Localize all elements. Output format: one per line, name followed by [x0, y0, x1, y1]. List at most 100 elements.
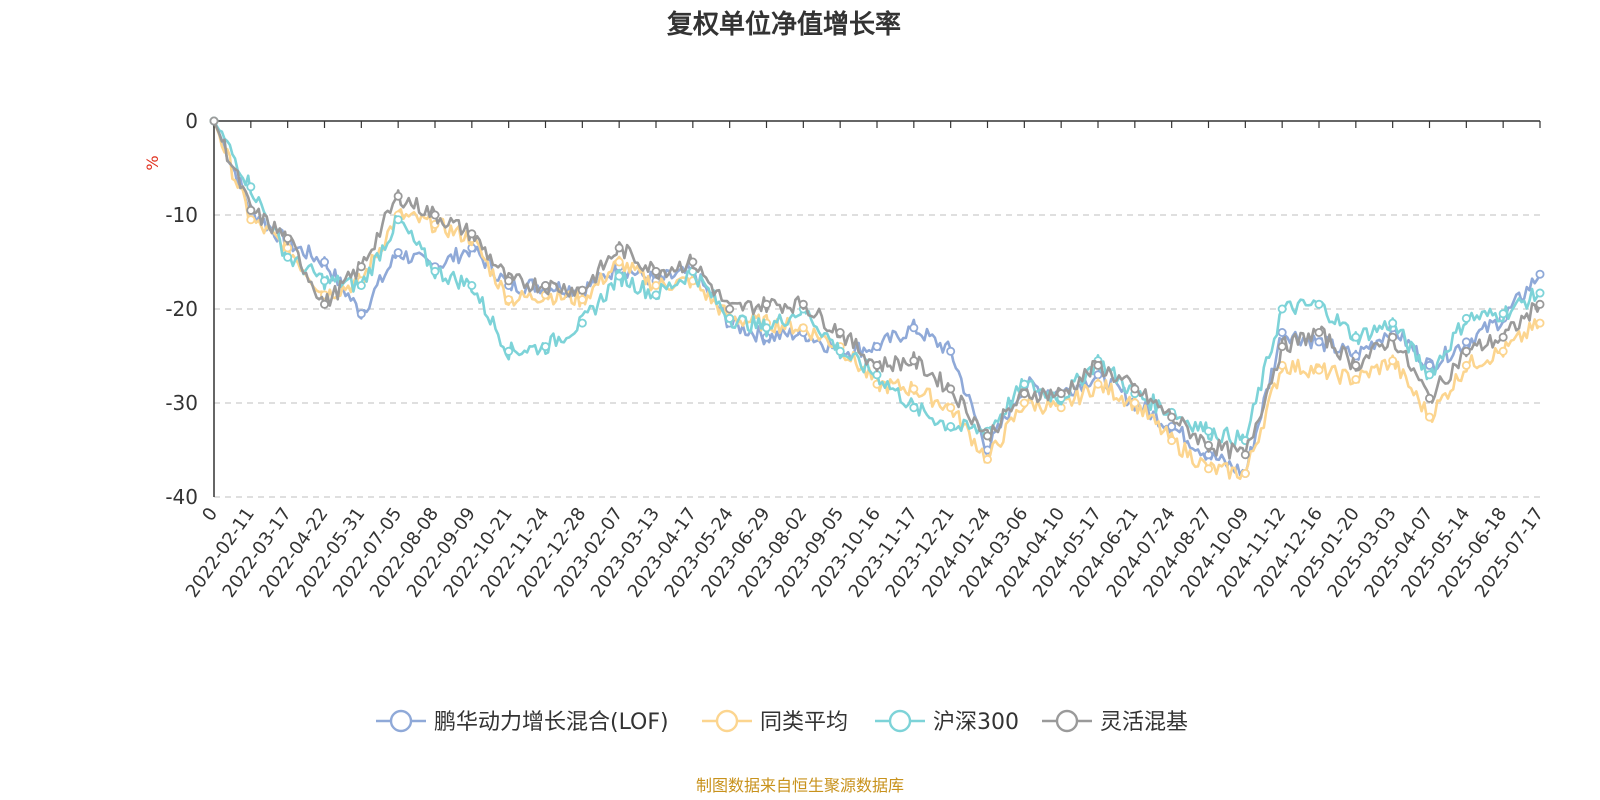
data-point: [504, 295, 514, 305]
data-point: [1204, 464, 1214, 474]
data-point: [1535, 318, 1545, 328]
legend-item[interactable]: 鹏华动力增长混合(LOF): [376, 709, 669, 735]
legend-item[interactable]: 灵活混基: [1042, 709, 1188, 735]
data-point: [467, 229, 477, 239]
legend-marker: [1055, 709, 1079, 733]
data-point: [430, 266, 440, 276]
data-point: [1167, 412, 1177, 422]
y-axis-unit: %: [143, 155, 162, 170]
data-point: [1093, 370, 1103, 380]
data-point: [762, 323, 772, 333]
data-point: [1167, 436, 1177, 446]
data-point: [872, 360, 882, 370]
series-3: [209, 116, 1545, 460]
data-point: [946, 421, 956, 431]
data-point: [356, 262, 366, 272]
data-point: [504, 276, 514, 286]
data-point: [1240, 468, 1250, 478]
data-point: [614, 257, 624, 267]
y-tick-label: -10: [165, 203, 198, 227]
data-point: [1425, 412, 1435, 422]
y-tick-label: -40: [165, 485, 198, 509]
data-point: [835, 327, 845, 337]
data-point: [577, 285, 587, 295]
legend-marker: [715, 709, 739, 733]
data-point: [209, 116, 219, 126]
data-point: [246, 205, 256, 215]
x-tick-label: 0: [198, 504, 222, 525]
data-point: [1019, 379, 1029, 389]
y-tick-label: -30: [165, 391, 198, 415]
legend: 鹏华动力增长混合(LOF) 同类平均 沪深300 灵活混基: [376, 709, 1188, 735]
data-point: [1461, 337, 1471, 347]
data-point: [356, 309, 366, 319]
data-point: [909, 403, 919, 413]
data-point: [614, 243, 624, 253]
data-point: [651, 290, 661, 300]
data-point: [798, 299, 808, 309]
legend-item[interactable]: 同类平均: [702, 709, 848, 735]
series-lines: [209, 116, 1545, 481]
data-point: [1314, 327, 1324, 337]
data-point: [1388, 318, 1398, 328]
data-point: [541, 342, 551, 352]
data-point: [1461, 313, 1471, 323]
data-point: [356, 280, 366, 290]
data-point: [725, 304, 735, 314]
data-point: [872, 342, 882, 352]
y-tick-label: 0: [185, 109, 198, 133]
data-point: [319, 257, 329, 267]
y-tick-label: -20: [165, 297, 198, 321]
data-point: [467, 280, 477, 290]
data-point: [835, 346, 845, 356]
data-point: [1019, 398, 1029, 408]
data-point: [1240, 450, 1250, 460]
data-point: [1277, 342, 1287, 352]
data-point: [762, 299, 772, 309]
chart-title: 复权单位净值增长率: [667, 9, 901, 40]
data-point: [1277, 327, 1287, 337]
data-point: [283, 233, 293, 243]
data-point: [688, 257, 698, 267]
series-line: [212, 120, 1542, 477]
data-point: [430, 210, 440, 220]
data-point: [1204, 440, 1214, 450]
data-point: [1535, 299, 1545, 309]
data-point: [1425, 360, 1435, 370]
data-point: [1056, 389, 1066, 399]
data-point: [393, 191, 403, 201]
data-point: [872, 370, 882, 380]
gridlines: [213, 120, 1540, 498]
data-point: [246, 182, 256, 192]
data-point: [1351, 374, 1361, 384]
data-point: [1535, 288, 1545, 298]
y-axis-ticks: 0 -10 -20 -30 -40: [165, 109, 198, 509]
data-point: [1351, 360, 1361, 370]
data-point: [283, 252, 293, 262]
series-line: [212, 120, 1542, 460]
legend-label: 灵活混基: [1100, 710, 1188, 735]
data-point: [1461, 346, 1471, 356]
data-point: [1204, 426, 1214, 436]
data-point: [651, 280, 661, 290]
legend-marker: [888, 709, 912, 733]
data-point: [1130, 384, 1140, 394]
data-point: [725, 313, 735, 323]
data-point: [614, 271, 624, 281]
data-point: [1425, 393, 1435, 403]
legend-item[interactable]: 沪深300: [875, 709, 1019, 735]
series-0: [209, 116, 1545, 478]
data-point: [798, 323, 808, 333]
data-point: [1535, 269, 1545, 279]
data-point: [1093, 360, 1103, 370]
data-point: [577, 318, 587, 328]
data-point: [1130, 398, 1140, 408]
legend-label: 同类平均: [760, 710, 848, 735]
data-point: [1425, 370, 1435, 380]
data-point: [983, 431, 993, 441]
data-point: [319, 276, 329, 286]
series-1: [209, 116, 1545, 481]
data-point: [1461, 360, 1471, 370]
data-point: [1388, 356, 1398, 366]
series-line: [212, 120, 1542, 481]
